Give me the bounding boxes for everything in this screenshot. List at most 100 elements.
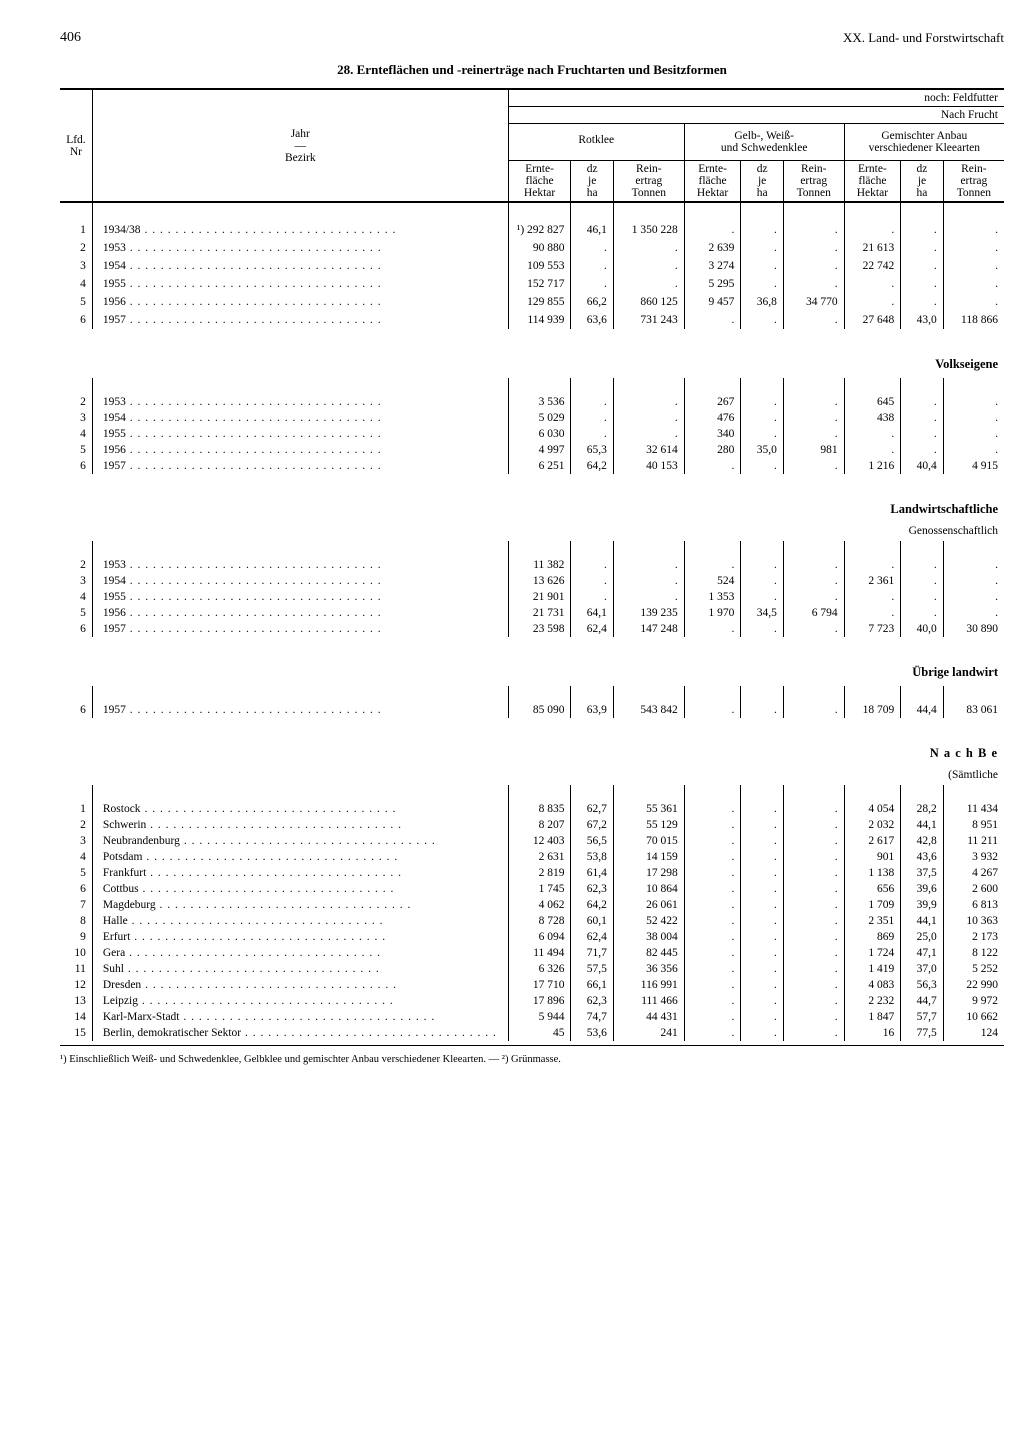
- cell: 2 819: [508, 865, 571, 881]
- row-label: Halle: [92, 913, 508, 929]
- row-label: 1957: [92, 311, 508, 329]
- cell: 47,1: [901, 945, 943, 961]
- row-label: Dresden: [92, 977, 508, 993]
- row-nr: 2: [60, 557, 92, 573]
- row-label: 1955: [92, 426, 508, 442]
- cell: .: [844, 426, 901, 442]
- cell: 111 466: [613, 993, 684, 1009]
- cell: 63,6: [571, 311, 613, 329]
- cell: 66,2: [571, 293, 613, 311]
- cell: 543 842: [613, 702, 684, 718]
- row-nr: 2: [60, 239, 92, 257]
- table-row: 11934/38¹) 292 82746,11 350 228......: [60, 221, 1004, 239]
- cell: 34,5: [741, 605, 783, 621]
- cell: 11 494: [508, 945, 571, 961]
- cell: .: [684, 221, 741, 239]
- cell: 6 813: [943, 897, 1004, 913]
- cell: .: [684, 993, 741, 1009]
- cell: 40,4: [901, 458, 943, 474]
- row-nr: 4: [60, 849, 92, 865]
- cell: 44,7: [901, 993, 943, 1009]
- table-row: 41955152 717..5 295.....: [60, 275, 1004, 293]
- cell: .: [684, 1009, 741, 1025]
- cell: .: [943, 293, 1004, 311]
- cell: 67,2: [571, 817, 613, 833]
- cell: 4 915: [943, 458, 1004, 474]
- table-row: 3195413 626..524..2 361..: [60, 573, 1004, 589]
- row-nr: 5: [60, 442, 92, 458]
- cell: 62,3: [571, 993, 613, 1009]
- table-row: 11Suhl6 32657,536 356...1 41937,05 252: [60, 961, 1004, 977]
- section-main: 11934/38¹) 292 82746,11 350 228......219…: [60, 202, 1004, 329]
- cell: .: [783, 410, 844, 426]
- cell: .: [783, 1009, 844, 1025]
- cell: .: [613, 394, 684, 410]
- row-label: Frankfurt: [92, 865, 508, 881]
- cell: 438: [844, 410, 901, 426]
- table-row: 219533 536..267..645..: [60, 394, 1004, 410]
- row-label: 1957: [92, 458, 508, 474]
- cell: .: [901, 589, 943, 605]
- cell: .: [684, 945, 741, 961]
- cell: 1 138: [844, 865, 901, 881]
- group-header: Rotklee: [508, 124, 684, 161]
- table-row: 2195390 880..2 639..21 613..: [60, 239, 1004, 257]
- cell: .: [684, 929, 741, 945]
- cell: .: [613, 257, 684, 275]
- table-row: 3Neubrandenburg12 40356,570 015...2 6174…: [60, 833, 1004, 849]
- table-row: 5Frankfurt2 81961,417 298...1 13837,54 2…: [60, 865, 1004, 881]
- cell: .: [901, 557, 943, 573]
- table-row: 4195521 901..1 353.....: [60, 589, 1004, 605]
- section-title: Landwirtschaftliche: [60, 474, 1004, 523]
- cell: 147 248: [613, 621, 684, 637]
- row-label: 1953: [92, 394, 508, 410]
- cell: 6 326: [508, 961, 571, 977]
- row-label: 1955: [92, 589, 508, 605]
- cell: .: [684, 897, 741, 913]
- cell: 37,5: [901, 865, 943, 881]
- table-title: 28. Ernteflächen und -reinerträge nach F…: [60, 62, 1004, 78]
- cell: 56,5: [571, 833, 613, 849]
- section-land: 2195311 382........3195413 626..524..2 3…: [60, 541, 1004, 637]
- section-uebr: 6195785 09063,9543 842...18 70944,483 06…: [60, 686, 1004, 718]
- cell: 27 648: [844, 311, 901, 329]
- row-nr: 12: [60, 977, 92, 993]
- cell: .: [741, 801, 783, 817]
- row-label: 1934/38: [92, 221, 508, 239]
- table-head: Lfd. Nr Jahr — Bezirk noch: Feldfutter N…: [60, 89, 1004, 202]
- cell: 60,1: [571, 913, 613, 929]
- table-row: 1Rostock8 83562,755 361...4 05428,211 43…: [60, 801, 1004, 817]
- row-nr: 5: [60, 865, 92, 881]
- table-row: 31954109 553..3 274..22 742..: [60, 257, 1004, 275]
- cell: 55 361: [613, 801, 684, 817]
- cell: 66,1: [571, 977, 613, 993]
- row-nr: 1: [60, 801, 92, 817]
- cell: 18 709: [844, 702, 901, 718]
- cell: .: [741, 426, 783, 442]
- cell: .: [901, 573, 943, 589]
- section-subtitle: (Sämtliche: [60, 767, 1004, 785]
- cell: 57,7: [901, 1009, 943, 1025]
- cell: .: [571, 410, 613, 426]
- cell: .: [783, 817, 844, 833]
- cell: .: [943, 442, 1004, 458]
- cell: 6 794: [783, 605, 844, 621]
- cell: 11 382: [508, 557, 571, 573]
- section-bezirk: 1Rostock8 83562,755 361...4 05428,211 43…: [60, 785, 1004, 1041]
- cell: .: [741, 573, 783, 589]
- cell: 6 094: [508, 929, 571, 945]
- chapter-title: XX. Land- und Forstwirtschaft: [843, 30, 1004, 46]
- cell: 53,6: [571, 1025, 613, 1041]
- cell: .: [943, 275, 1004, 293]
- cell: 267: [684, 394, 741, 410]
- cell: .: [943, 557, 1004, 573]
- cell: 11 211: [943, 833, 1004, 849]
- cell: .: [783, 961, 844, 977]
- cell: 4 267: [943, 865, 1004, 881]
- cell: .: [741, 865, 783, 881]
- table-row: 10Gera11 49471,782 445...1 72447,18 122: [60, 945, 1004, 961]
- row-label: Schwerin: [92, 817, 508, 833]
- table-row: 419556 030..340.....: [60, 426, 1004, 442]
- cell: 4 997: [508, 442, 571, 458]
- cell: 65,3: [571, 442, 613, 458]
